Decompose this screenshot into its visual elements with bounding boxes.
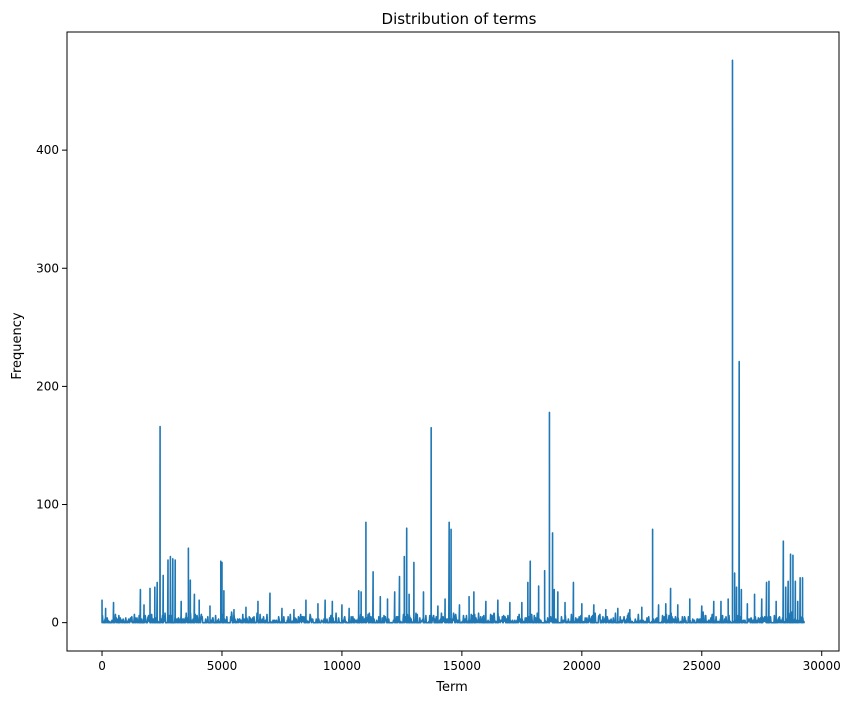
x-tick-label: 10000 [323,659,361,673]
x-tick-label: 25000 [683,659,721,673]
y-axis-title: Frequency [10,312,25,379]
y-tick-label: 100 [36,498,59,512]
y-tick-label: 200 [36,379,59,393]
y-axis: 0 100 200 300 400 [36,143,67,630]
x-tick-label: 20000 [563,659,601,673]
y-tick-label: 300 [36,261,59,275]
plot-area [66,31,840,652]
plot-frame [66,31,840,652]
x-axis-title: Term [435,680,468,695]
y-tick-label: 400 [36,143,59,157]
x-tick-label: 30000 [803,659,841,673]
series-line [101,59,805,624]
x-axis: 0 5000 10000 15000 20000 25000 30000 [98,651,841,673]
x-tick-label: 15000 [443,659,481,673]
x-tick-label: 5000 [207,659,238,673]
x-tick-label: 0 [98,659,106,673]
y-tick-label: 0 [51,616,59,630]
chart-title: Distribution of terms [382,10,537,28]
